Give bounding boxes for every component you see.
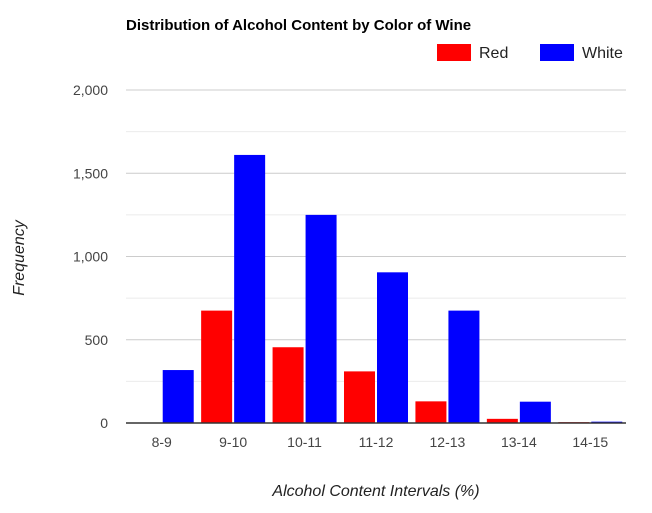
x-tick-label: 12-13 — [430, 434, 466, 450]
legend-swatch-red — [437, 44, 471, 61]
chart-title: Distribution of Alcohol Content by Color… — [126, 17, 471, 34]
x-tick-label: 11-12 — [359, 434, 394, 450]
y-axis-ticks: 0 500 1,000 1,500 2,000 — [73, 82, 108, 431]
bar-red-13-14 — [486, 418, 518, 423]
y-axis-title: Frequency — [11, 219, 28, 296]
bar-red-10-11 — [272, 347, 304, 423]
legend-swatch-white — [540, 44, 574, 61]
bar-white-11-12 — [377, 272, 408, 423]
gridlines — [126, 89, 626, 382]
bar-red-12-13 — [415, 401, 447, 423]
bar-red-11-12 — [344, 371, 375, 423]
bar-white-8-9 — [162, 370, 194, 423]
x-tick-label: 14-15 — [572, 434, 608, 450]
legend: Red White — [437, 44, 623, 62]
y-tick-label: 2,000 — [73, 82, 108, 98]
y-tick-label: 0 — [100, 415, 108, 431]
x-axis-ticks: 8-9 9-10 10-11 11-12 12-13 13-14 14-15 — [152, 434, 609, 450]
x-axis-title: Alcohol Content Intervals (%) — [271, 483, 479, 500]
legend-label-white: White — [582, 45, 623, 62]
y-tick-label: 1,500 — [73, 165, 108, 181]
bar-white-9-10 — [234, 154, 266, 423]
bar-white-10-11 — [305, 214, 337, 423]
x-tick-label: 8-9 — [152, 434, 172, 450]
y-tick-label: 500 — [85, 332, 109, 348]
x-tick-label: 9-10 — [219, 434, 247, 450]
x-tick-label: 13-14 — [501, 434, 537, 450]
legend-label-red: Red — [479, 45, 508, 62]
bar-white-13-14 — [519, 401, 551, 423]
bars — [162, 154, 623, 423]
bar-white-12-13 — [448, 310, 480, 423]
y-tick-label: 1,000 — [73, 249, 108, 265]
bar-red-9-10 — [201, 310, 233, 423]
x-tick-label: 10-11 — [287, 434, 322, 450]
